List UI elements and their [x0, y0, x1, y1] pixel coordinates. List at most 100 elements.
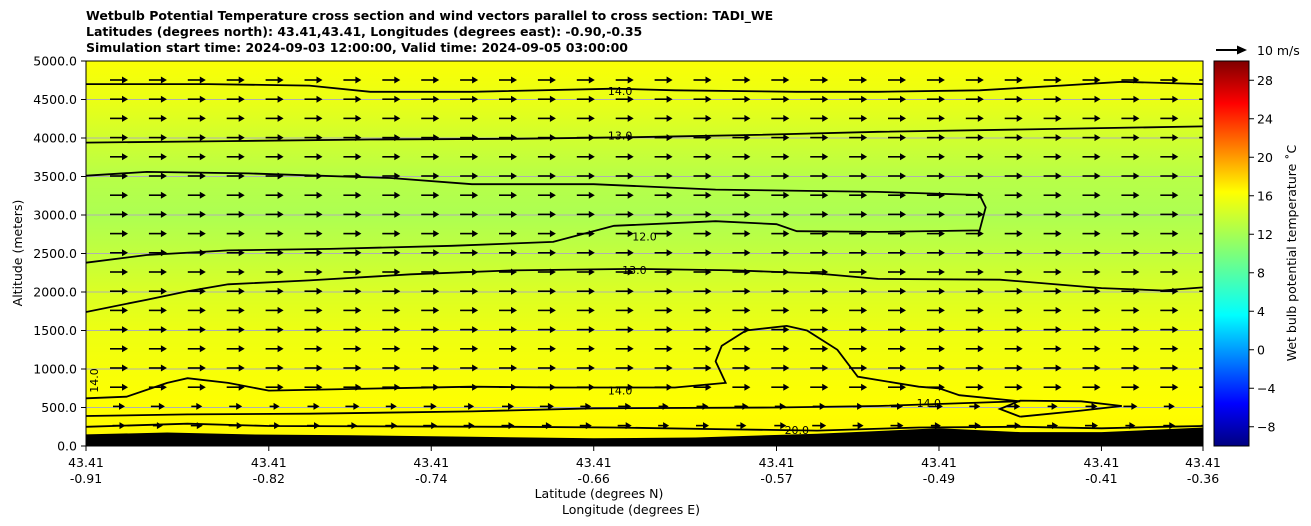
wind-arrow	[1082, 287, 1101, 295]
wind-arrow	[732, 76, 751, 84]
colorbar-label: Wet bulb potential temperature ˚C	[1284, 144, 1299, 361]
wind-arrow	[965, 76, 984, 84]
wind-arrow-head	[549, 153, 556, 161]
wind-arrow	[421, 364, 440, 372]
wind-arrow-head	[783, 210, 790, 218]
wind-arrow	[1004, 364, 1023, 372]
wind-arrow-head	[394, 191, 401, 199]
wind-arrow-head	[394, 249, 401, 257]
y-tick-label: 5000.0	[33, 54, 77, 69]
wind-arrow	[888, 95, 906, 103]
wind-arrow-head	[199, 210, 206, 218]
wind-arrow-head	[1094, 76, 1101, 84]
wind-arrow	[460, 95, 479, 103]
wind-arrow-head	[938, 134, 945, 142]
wind-arrow-head	[122, 134, 128, 142]
wind-arrow	[849, 153, 868, 161]
wind-arrow-head	[472, 287, 479, 295]
wind-arrow	[926, 172, 945, 180]
wind-arrow-head	[900, 306, 906, 314]
wind-arrow-head	[588, 287, 595, 295]
wind-arrow-head	[1172, 249, 1179, 257]
wind-arrow	[1004, 326, 1023, 334]
wind-arrow-head	[977, 95, 984, 103]
wind-arrow-head	[472, 326, 479, 334]
chart-title-line-3: Simulation start time: 2024-09-03 12:00:…	[86, 40, 628, 55]
wind-arrow-head	[122, 153, 128, 161]
wind-arrow-head	[1055, 95, 1062, 103]
wind-arrow-head	[1133, 268, 1140, 276]
wind-arrow-head	[1016, 383, 1023, 391]
wind-arrow-head	[511, 230, 517, 238]
wind-arrow	[226, 287, 245, 295]
wind-arrow	[771, 287, 790, 295]
wind-arrow-head	[1133, 95, 1140, 103]
wind-arrow	[926, 134, 945, 142]
wind-arrow	[382, 76, 401, 84]
wind-arrow-head	[783, 95, 790, 103]
wind-arrow	[576, 191, 595, 199]
wind-arrow-head	[627, 95, 634, 103]
wind-arrow-head	[627, 268, 634, 276]
wind-arrow-head	[705, 153, 712, 161]
wind-arrow	[1199, 117, 1203, 120]
wind-arrow-head	[238, 153, 245, 161]
wind-arrow-head	[938, 114, 945, 122]
wind-arrow-head	[316, 114, 323, 122]
wind-arrow	[615, 249, 634, 257]
wind-arrow-head	[744, 114, 751, 122]
wind-arrow	[265, 134, 284, 142]
wind-arrow-head	[433, 287, 440, 295]
wind-arrow	[1199, 386, 1203, 389]
wind-arrow	[1199, 232, 1203, 235]
wind-arrow-head	[433, 230, 440, 238]
wind-arrow-head	[822, 306, 829, 314]
wind-arrow-head	[1055, 345, 1062, 353]
wind-arrow	[926, 95, 945, 103]
wind-arrow-head	[160, 326, 167, 334]
wind-arrow-head	[1133, 191, 1140, 199]
wind-arrow-head	[122, 249, 128, 257]
wind-arrow-head	[238, 76, 245, 84]
wind-arrow	[537, 230, 556, 238]
wind-arrow	[304, 230, 323, 238]
wind-arrow-head	[666, 95, 673, 103]
wind-arrow	[1043, 114, 1062, 122]
wind-arrow-head	[160, 345, 167, 353]
wind-arrow	[499, 172, 517, 180]
wind-arrow	[1082, 306, 1101, 314]
wind-arrow-head	[1094, 210, 1101, 218]
wind-arrow	[226, 326, 245, 334]
wind-arrow-head	[433, 76, 440, 84]
wind-arrow	[499, 249, 517, 257]
wind-arrow	[732, 210, 751, 218]
wind-arrow	[539, 402, 554, 410]
wind-arrow	[965, 287, 984, 295]
wind-arrow-head	[277, 383, 284, 391]
wind-arrow-head	[783, 76, 790, 84]
wind-arrow	[343, 153, 362, 161]
wind-arrow-head	[472, 249, 479, 257]
wind-arrow	[1082, 114, 1101, 122]
wind-arrow-head	[277, 134, 284, 142]
wind-arrow	[537, 326, 556, 334]
wind-arrow-head	[1051, 402, 1058, 410]
wind-arrow	[810, 76, 829, 84]
wind-arrow-head	[938, 172, 945, 180]
contour-line	[86, 324, 1021, 417]
wind-arrow-head	[822, 114, 829, 122]
y-tick-label: 2000.0	[33, 285, 77, 300]
wind-arrow	[148, 76, 167, 84]
wind-arrow-head	[705, 249, 712, 257]
wind-arrow-head	[900, 364, 906, 372]
wind-arrow-head	[1168, 402, 1175, 410]
wind-arrow	[812, 422, 827, 430]
wind-arrow-head	[627, 287, 634, 295]
wind-arrow	[460, 326, 479, 334]
contour-label: 14.0	[608, 385, 633, 398]
wind-arrow-head	[277, 364, 284, 372]
wind-arrow	[615, 114, 634, 122]
wind-arrow-head	[394, 326, 401, 334]
wind-arrow	[849, 134, 868, 142]
wind-arrow-head	[433, 306, 440, 314]
